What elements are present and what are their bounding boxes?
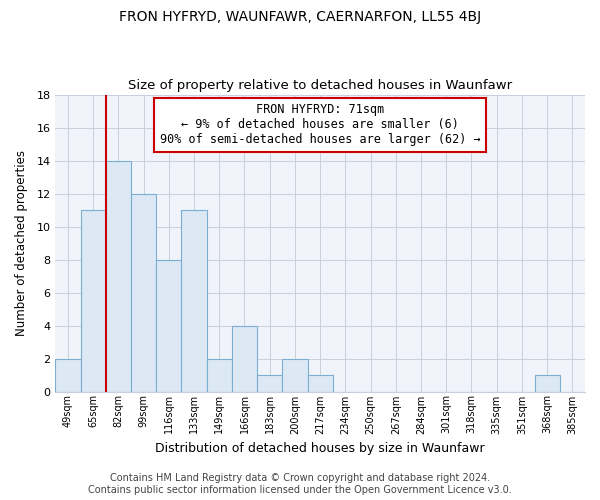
Text: Contains HM Land Registry data © Crown copyright and database right 2024.
Contai: Contains HM Land Registry data © Crown c… — [88, 474, 512, 495]
Bar — [131, 194, 156, 392]
Bar — [156, 260, 181, 392]
X-axis label: Distribution of detached houses by size in Waunfawr: Distribution of detached houses by size … — [155, 442, 485, 455]
Bar — [257, 375, 283, 392]
Title: Size of property relative to detached houses in Waunfawr: Size of property relative to detached ho… — [128, 79, 512, 92]
Bar — [181, 210, 206, 392]
Bar — [232, 326, 257, 392]
Bar — [283, 358, 308, 392]
Y-axis label: Number of detached properties: Number of detached properties — [15, 150, 28, 336]
Bar — [55, 358, 80, 392]
Bar — [206, 358, 232, 392]
Bar — [535, 375, 560, 392]
Text: FRON HYFRYD, WAUNFAWR, CAERNARFON, LL55 4BJ: FRON HYFRYD, WAUNFAWR, CAERNARFON, LL55 … — [119, 10, 481, 24]
Text: FRON HYFRYD: 71sqm
← 9% of detached houses are smaller (6)
90% of semi-detached : FRON HYFRYD: 71sqm ← 9% of detached hous… — [160, 104, 481, 146]
Bar — [106, 160, 131, 392]
Bar — [80, 210, 106, 392]
Bar — [308, 375, 333, 392]
